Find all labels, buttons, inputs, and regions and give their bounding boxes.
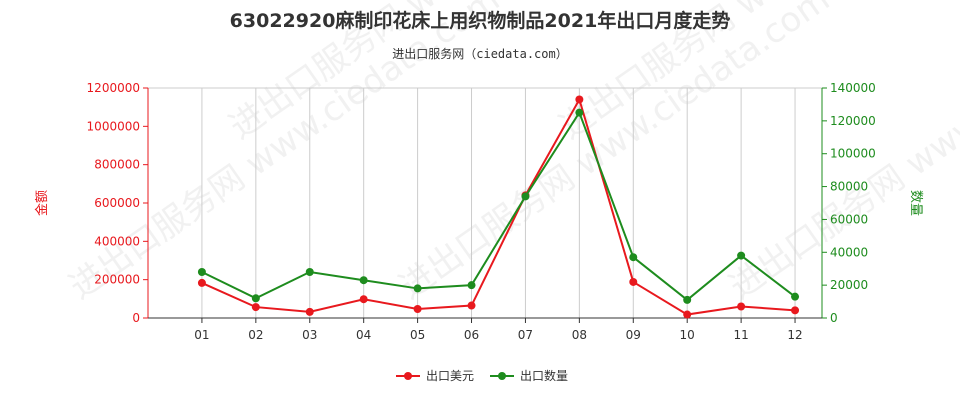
data-point-s0-11	[737, 302, 746, 311]
data-point-s1-03	[305, 268, 314, 276]
x-tick-label-07: 07	[518, 328, 533, 342]
x-tick-label-11: 11	[733, 328, 748, 342]
data-point-s0-06	[467, 301, 476, 310]
data-point-s0-08	[575, 95, 584, 104]
data-point-s1-07	[521, 192, 530, 201]
right-axis-title: 数量	[908, 190, 923, 216]
legend-marker-0	[404, 372, 412, 380]
right-tick-label-20000: 20000	[830, 278, 868, 292]
left-tick-label-200000: 200000	[94, 273, 140, 287]
data-point-s0-02	[251, 303, 260, 312]
chart-title: 63022920麻制印花床上用织物制品2021年出口月度走势	[230, 9, 731, 32]
chart-subtitle: 进出口服务网（ciedata.com）	[392, 46, 567, 61]
x-tick-label-05: 05	[410, 328, 425, 342]
data-point-s0-12	[791, 306, 800, 315]
left-axis-title: 金额	[34, 190, 50, 216]
data-point-s0-10	[683, 310, 692, 319]
data-point-s1-05	[413, 284, 422, 293]
x-tick-label-03: 03	[302, 328, 317, 342]
right-tick-label-0: 0	[830, 311, 838, 325]
x-tick-label-12: 12	[787, 328, 802, 342]
left-tick-label-1000000: 1000000	[87, 119, 140, 133]
data-point-s1-04	[359, 276, 368, 285]
data-point-s1-02	[251, 294, 260, 303]
legend: 出口美元 出口数量	[396, 368, 568, 383]
left-tick-label-0: 0	[132, 311, 140, 325]
left-tick-label-800000: 800000	[94, 158, 140, 172]
x-tick-label-06: 06	[464, 328, 479, 342]
data-point-s1-06	[467, 281, 476, 290]
data-point-s1-10	[683, 295, 692, 304]
x-tick-label-09: 09	[626, 328, 641, 342]
right-tick-label-80000: 80000	[830, 180, 868, 194]
left-tick-label-1200000: 1200000	[87, 81, 140, 95]
x-tick-label-01: 01	[194, 328, 209, 342]
x-tick-label-10: 10	[680, 328, 695, 342]
right-tick-label-140000: 140000	[830, 81, 876, 95]
legend-marker-1	[498, 372, 506, 380]
right-tick-label-40000: 40000	[830, 245, 868, 259]
right-tick-label-60000: 60000	[830, 212, 868, 226]
data-point-s0-01	[197, 278, 206, 287]
series-line-0	[201, 96, 796, 316]
x-tick-label-08: 08	[572, 328, 587, 342]
left-tick-label-600000: 600000	[94, 196, 140, 210]
data-point-s1-01	[197, 268, 206, 276]
data-point-s1-12	[791, 292, 800, 301]
left-tick-label-400000: 400000	[94, 234, 140, 248]
series-line-1	[201, 110, 796, 302]
series-layer	[197, 95, 800, 319]
data-point-s0-09	[629, 277, 638, 286]
axes: 0200000400000600000800000100000012000000…	[34, 81, 923, 342]
right-tick-label-120000: 120000	[830, 114, 876, 128]
right-tick-label-100000: 100000	[830, 147, 876, 161]
legend-label-0: 出口美元	[426, 369, 474, 383]
x-tick-label-04: 04	[356, 328, 371, 342]
grid	[148, 87, 822, 318]
data-point-s1-09	[629, 253, 638, 262]
data-point-s0-05	[413, 304, 422, 313]
legend-label-1: 出口数量	[520, 368, 568, 383]
data-point-s0-04	[359, 295, 368, 304]
data-point-s1-08	[575, 108, 584, 117]
data-point-s0-03	[305, 307, 314, 316]
data-point-s1-11	[737, 251, 746, 260]
x-tick-label-02: 02	[248, 328, 263, 342]
